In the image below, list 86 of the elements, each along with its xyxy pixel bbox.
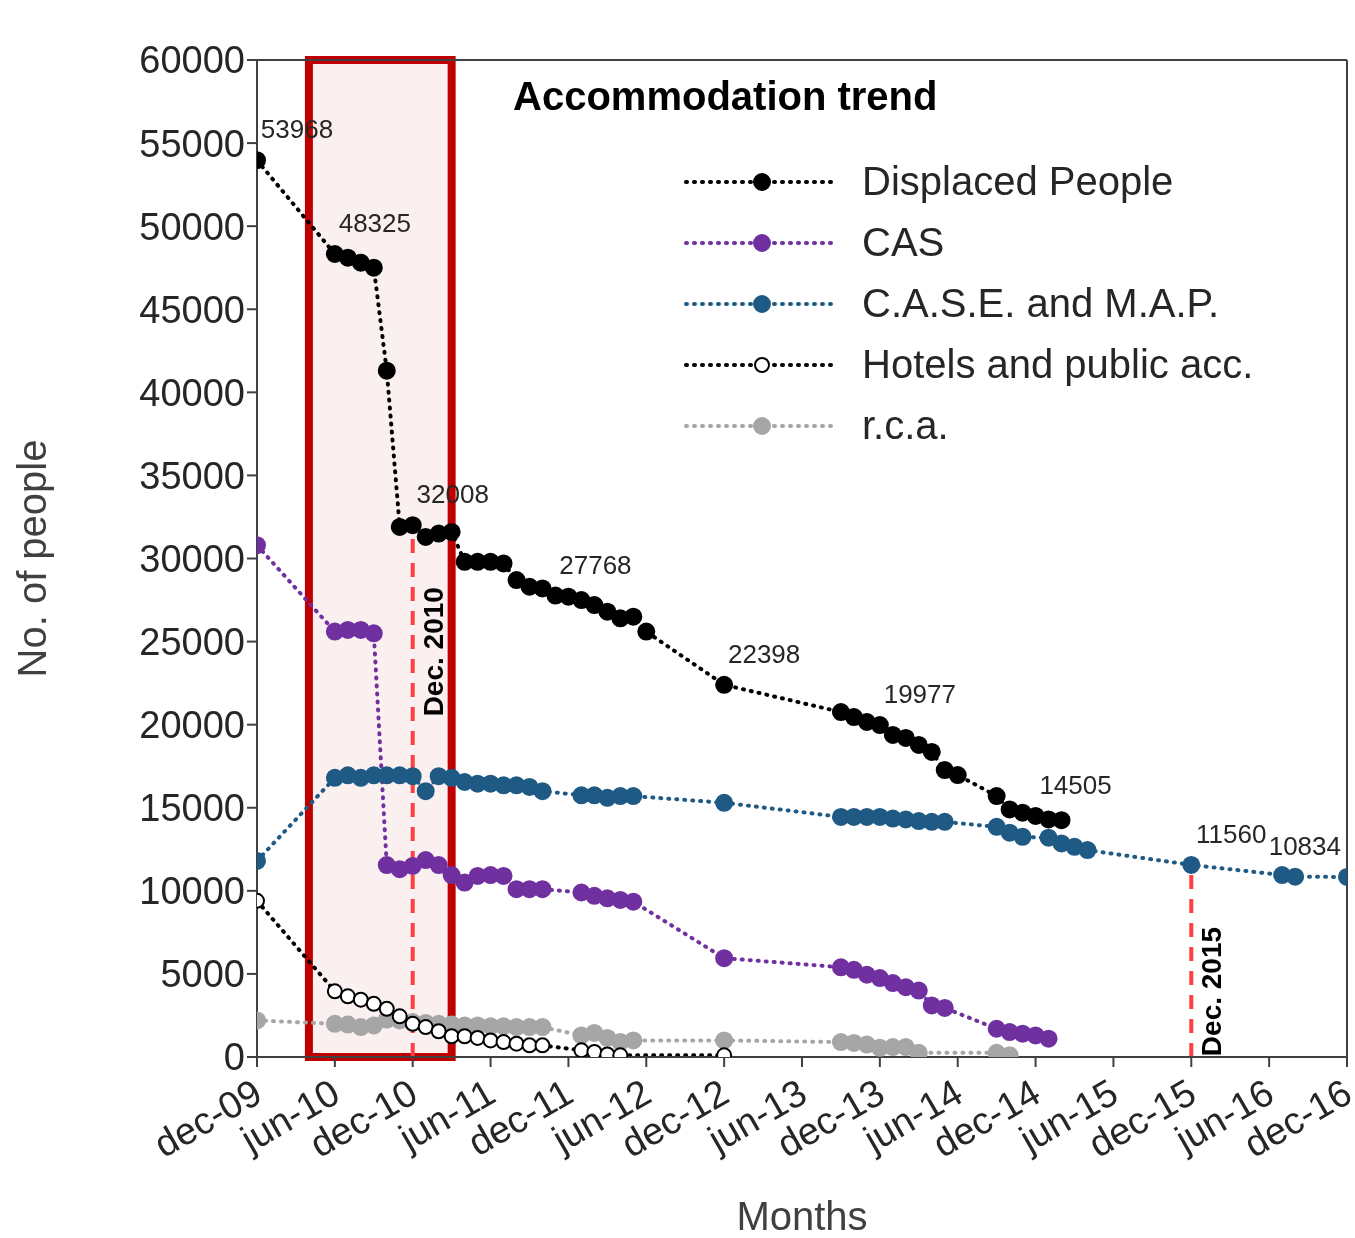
point xyxy=(624,607,643,626)
point xyxy=(378,1000,395,1017)
data-label: 19977 xyxy=(883,679,957,710)
point xyxy=(715,675,734,694)
y-tick-label: 45000 xyxy=(139,288,245,331)
ref-line-label: Dec. 2010 xyxy=(417,587,449,717)
point xyxy=(534,1037,551,1054)
point xyxy=(637,622,656,641)
data-label: 48325 xyxy=(338,208,412,238)
data-label: 14505 xyxy=(1039,769,1112,800)
data-label: 10834 xyxy=(1268,830,1341,861)
point xyxy=(935,998,954,1017)
point xyxy=(948,766,967,785)
point xyxy=(909,735,928,754)
point xyxy=(339,988,356,1005)
point xyxy=(443,1028,460,1045)
point xyxy=(455,873,474,892)
legend-label: C.A.S.E. and M.A.P. xyxy=(862,281,1220,326)
point xyxy=(533,579,552,598)
point xyxy=(326,983,343,1000)
point xyxy=(469,1029,486,1046)
y-tick-label: 35000 xyxy=(139,454,245,497)
point xyxy=(482,1032,499,1049)
x-axis-title: Months xyxy=(736,1194,868,1238)
y-tick-label: 55000 xyxy=(139,122,245,165)
point xyxy=(987,787,1006,806)
point xyxy=(896,728,915,747)
point xyxy=(442,866,461,885)
point xyxy=(352,991,369,1008)
point xyxy=(1182,855,1201,874)
point xyxy=(507,571,526,590)
legend-label: r.c.a. xyxy=(862,403,949,448)
data-label: 11560 xyxy=(1196,818,1267,849)
point xyxy=(495,1034,512,1051)
point xyxy=(494,554,513,573)
point xyxy=(417,1019,434,1036)
point xyxy=(364,258,383,277)
point xyxy=(715,1031,734,1050)
point xyxy=(403,516,422,535)
y-tick-label: 15000 xyxy=(139,787,245,830)
point xyxy=(1039,1029,1058,1048)
point xyxy=(442,522,461,541)
y-tick-label: 5000 xyxy=(160,953,245,996)
chart-title: Accommodation trend xyxy=(513,74,938,119)
point xyxy=(416,782,435,801)
point xyxy=(364,624,383,643)
data-label: 27768 xyxy=(559,549,632,580)
y-tick-label: 50000 xyxy=(139,205,245,248)
point xyxy=(598,602,617,621)
point xyxy=(1286,867,1305,886)
point xyxy=(624,1031,643,1050)
point xyxy=(494,866,513,885)
point xyxy=(456,1028,473,1045)
point xyxy=(624,787,643,806)
data-label: 22398 xyxy=(727,638,801,669)
point xyxy=(1052,811,1071,830)
point xyxy=(430,1023,447,1040)
point xyxy=(909,981,928,1000)
y-tick-label: 25000 xyxy=(139,621,245,664)
point xyxy=(715,793,734,812)
point xyxy=(586,1044,603,1057)
point xyxy=(508,1035,525,1052)
ref-line-label: Dec. 2015 xyxy=(1196,926,1228,1057)
y-tick-label: 30000 xyxy=(139,537,245,580)
point xyxy=(715,949,734,968)
legend-label: CAS xyxy=(862,220,945,265)
point xyxy=(573,1042,590,1057)
point xyxy=(922,742,941,761)
y-tick-label: 40000 xyxy=(139,371,245,414)
point xyxy=(624,892,643,911)
y-tick-label: 60000 xyxy=(139,39,245,82)
point xyxy=(429,856,448,875)
y-axis-title: No. of people xyxy=(10,439,55,678)
point xyxy=(365,995,382,1012)
point xyxy=(870,716,889,735)
y-tick-label: 20000 xyxy=(139,704,245,747)
point xyxy=(1078,841,1097,860)
point xyxy=(377,361,396,380)
point xyxy=(391,1008,408,1025)
point xyxy=(585,596,604,615)
y-tick-label: 10000 xyxy=(139,870,245,913)
legend-label: Hotels and public acc. xyxy=(862,342,1254,387)
point xyxy=(533,782,552,801)
legend-label: Displaced People xyxy=(862,159,1174,204)
point xyxy=(1013,827,1032,846)
y-tick-label: 0 xyxy=(223,1036,245,1079)
